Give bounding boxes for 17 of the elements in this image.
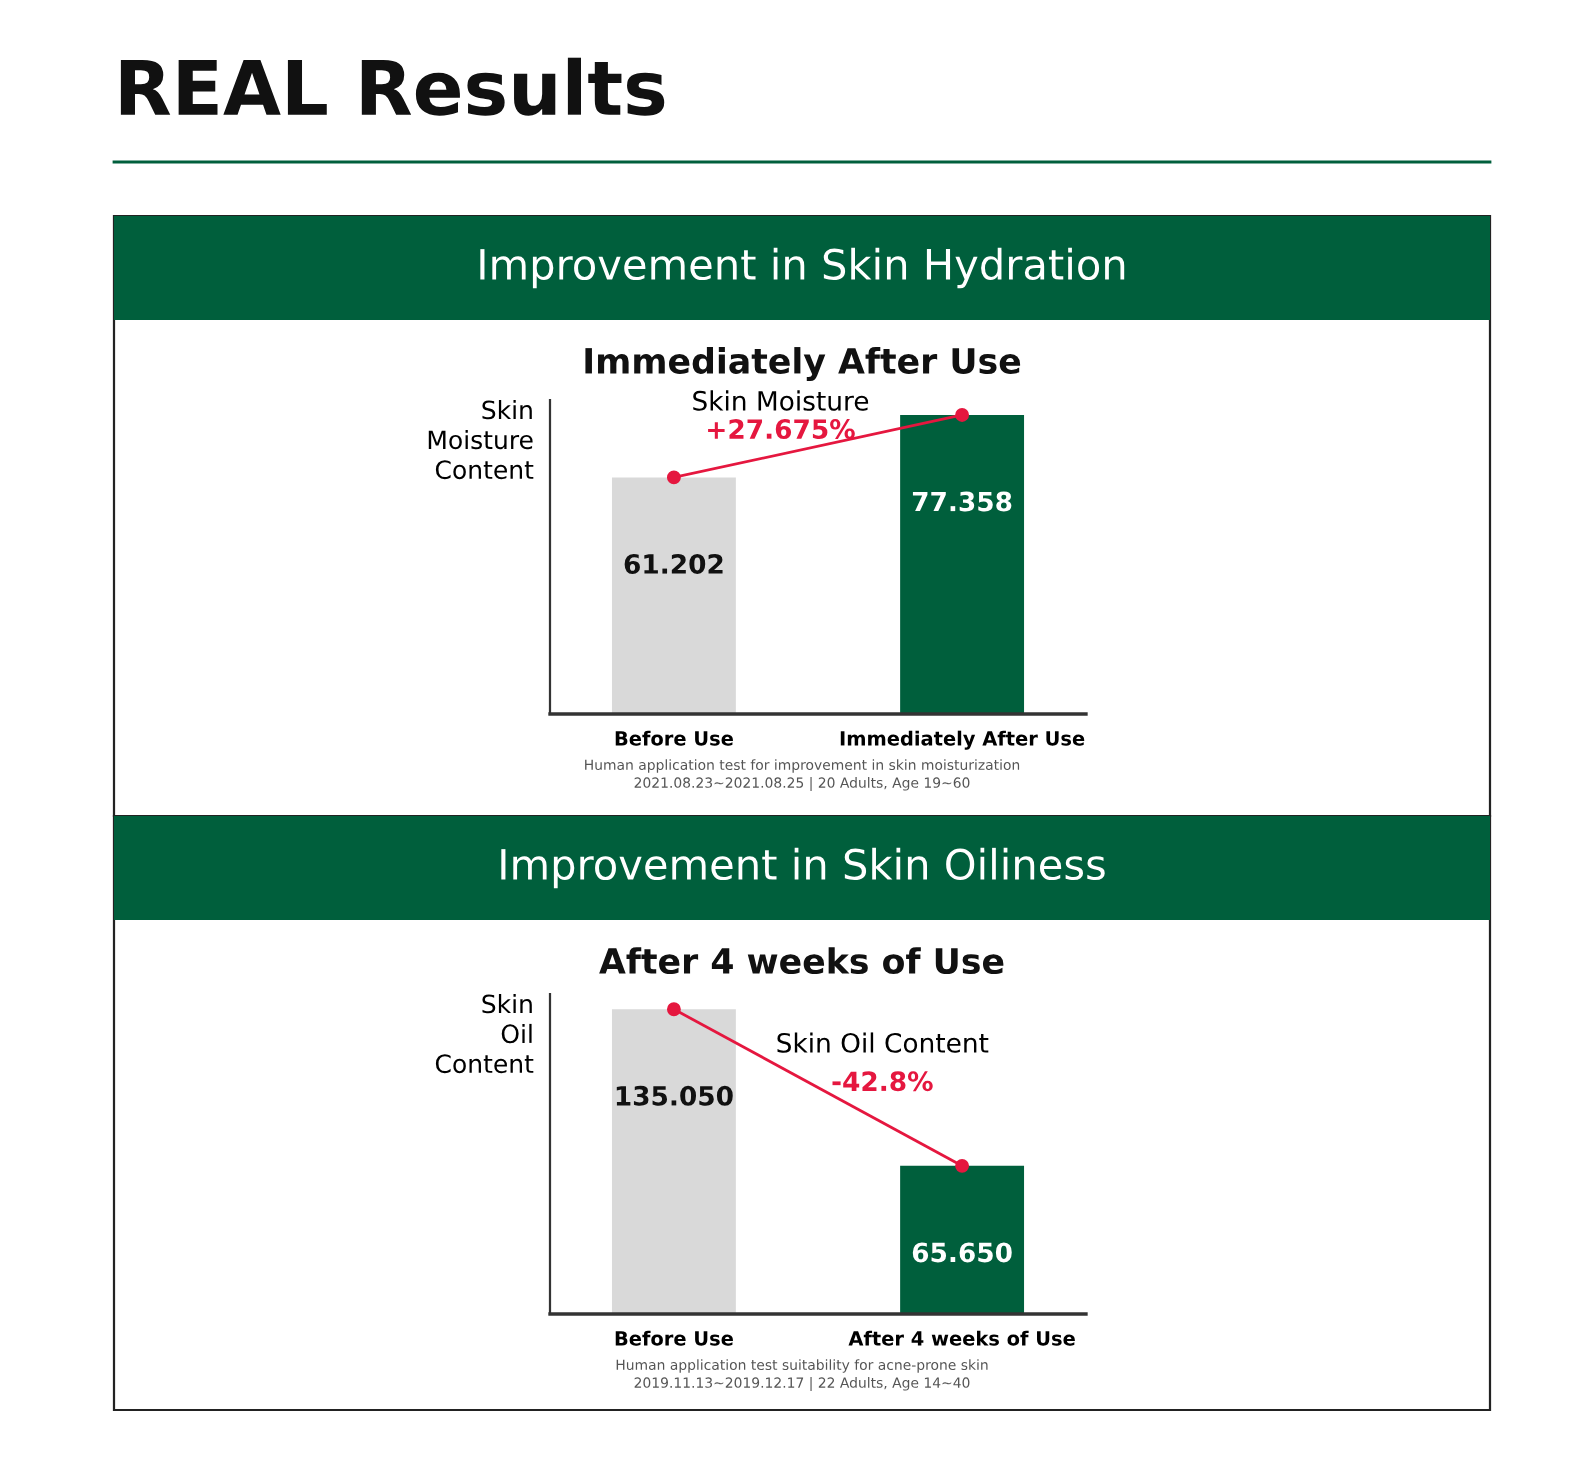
annotation: +27.675% [708, 419, 855, 440]
chart-title: Improvement in Skin Oiliness [501, 847, 1105, 889]
annotation: -42.8% [832, 1071, 933, 1092]
data-label: 65.650 [912, 1242, 1012, 1263]
text: REAL Results [120, 57, 665, 116]
chart-title: Improvement in Skin Hydration [480, 247, 1125, 289]
x-tick-label: Before Use [615, 730, 733, 746]
text: Skin Moisture [693, 390, 869, 411]
y-axis-title: Skin Moisture Content [428, 400, 534, 480]
data-label: 135.050 [616, 1085, 733, 1106]
data-label: 77.358 [912, 491, 1012, 512]
data-label: 61.202 [624, 553, 723, 574]
y-axis-title: Skin Oil Content [435, 994, 534, 1074]
chart-subtitle: Immediately After Use [585, 347, 1021, 381]
annotation: Skin Oil Content [777, 1032, 989, 1053]
chart-subtitle: After 4 weeks of Use [599, 947, 1004, 975]
x-tick-label: Before Use [615, 1330, 733, 1346]
